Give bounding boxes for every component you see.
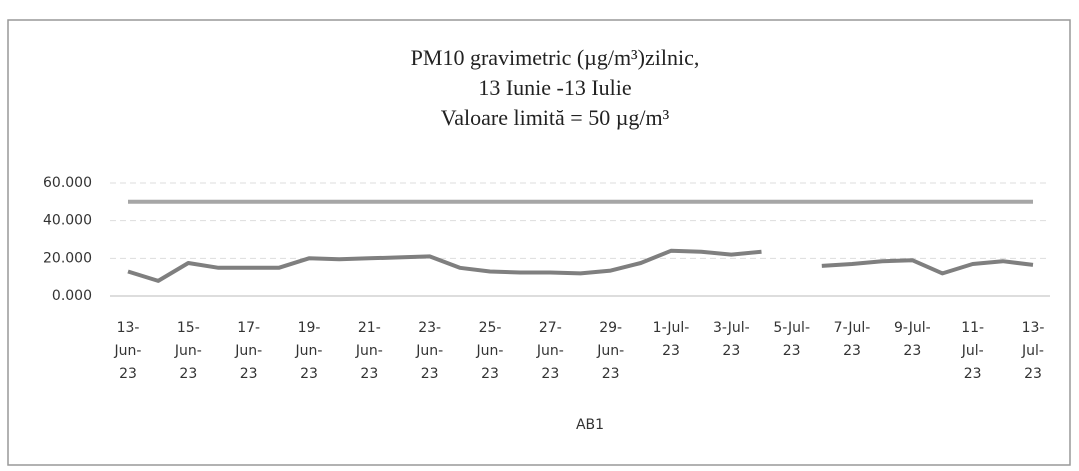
y-tick-label: 20.000 [43,250,92,266]
x-tick-label: 15-Jun-23 [174,320,202,382]
legend-label: AB1 [576,417,604,433]
x-tick-label: 27-Jun-23 [536,320,564,382]
x-tick-label: 21-Jun-23 [355,320,383,382]
chart-title: 13 Iunie -13 Iulie [478,75,631,100]
x-tick-label: 11-Jul-23 [961,320,984,382]
x-tick-label: 7-Jul-23 [834,320,871,359]
x-tick-label: 13-Jun-23 [114,320,142,382]
chart-title: PM10 gravimetric (µg/m³)zilnic, [411,45,700,70]
x-tick-label: 25-Jun-23 [476,320,504,382]
chart-border [7,19,1071,466]
x-tick-label: 17-Jun-23 [234,320,262,382]
x-tick-label: 1-Jul-23 [653,320,690,359]
x-tick-label: 23-Jun-23 [415,320,443,382]
x-tick-label: 13-Jul-23 [1021,320,1044,382]
x-tick-label: 9-Jul-23 [894,320,931,359]
chart-title: Valoare limită = 50 µg/m³ [441,105,670,130]
x-tick-label: 5-Jul-23 [773,320,810,359]
x-tick-label: 3-Jul-23 [713,320,750,359]
data-line [127,248,1034,283]
y-tick-label: 60.000 [43,175,92,191]
y-tick-label: 40.000 [43,213,92,229]
y-tick-label: 0.000 [52,288,92,304]
x-tick-label: 19-Jun-23 [295,320,323,382]
x-tick-label: 29-Jun-23 [596,320,624,382]
